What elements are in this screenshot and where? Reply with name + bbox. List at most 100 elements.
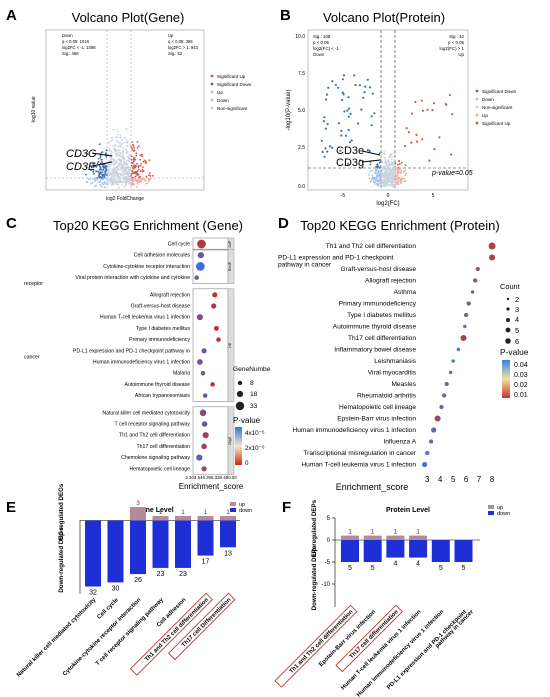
volcano-a-point	[121, 139, 123, 141]
panel-c-colorbar-label-0: 4x10⁻⁶	[245, 430, 265, 437]
volcano-b-point	[341, 91, 344, 94]
volcano-a-point	[140, 180, 143, 183]
volcano-a-point	[132, 180, 135, 183]
panel-d-xtick: 4	[438, 475, 443, 484]
volcano-b-point	[381, 152, 384, 154]
volcano-a-point	[110, 172, 113, 175]
volcano-a-point	[101, 161, 103, 164]
panel-a-legend: Significant Up Significant Down Up Down …	[210, 74, 252, 111]
volcano-b-point	[342, 93, 345, 96]
volcano-b-point	[354, 83, 357, 87]
volcano-b-point	[346, 109, 349, 112]
panel-a-arrow-2	[91, 161, 113, 167]
volcano-b-point	[397, 163, 399, 166]
volcano-a-point	[117, 180, 119, 183]
panel-d-dot	[473, 278, 478, 283]
legend-a-label-0: Significant Up	[217, 74, 246, 79]
volcano-b-point	[388, 162, 390, 165]
volcano-b-point	[322, 120, 325, 123]
panel-f-ytick: -5	[325, 560, 331, 566]
volcano-a-point	[115, 155, 118, 158]
panel-c-dot	[200, 370, 206, 376]
volcano-a-point	[111, 169, 113, 171]
panel-c-term-label: Hematopoietic cell lineage	[129, 466, 190, 472]
volcano-b-point	[340, 134, 343, 137]
panel-e-bar-down	[107, 520, 124, 583]
volcano-a-point	[123, 170, 126, 173]
volcano-b-point	[360, 108, 363, 111]
volcano-b-point	[400, 161, 403, 164]
volcano-a-point	[117, 151, 120, 154]
panel-b-annot-cd3g: CD3g	[336, 157, 364, 169]
volcano-a-point	[132, 160, 135, 163]
volcano-a-point	[93, 178, 96, 181]
volcano-a-point	[124, 167, 127, 170]
volcano-a-point	[111, 157, 114, 160]
panel-e-bar-up	[220, 516, 236, 521]
panel-f-up-label: 1	[371, 529, 375, 536]
panel-f-up-label: 1	[348, 529, 352, 536]
volcano-b-point	[379, 182, 382, 184]
volcano-b-point	[451, 113, 454, 116]
volcano-a-point	[106, 177, 109, 180]
volcano-b-point	[421, 109, 424, 112]
panel-f-bar-up	[386, 535, 405, 540]
volcano-a-point	[124, 176, 127, 179]
volcano-b-point	[397, 177, 399, 179]
volcano-a-point	[104, 167, 107, 169]
volcano-a-point	[135, 170, 137, 173]
volcano-a-point	[142, 160, 145, 163]
panel-e-category-label: Cell cycle	[96, 597, 120, 621]
volcano-a-point	[129, 182, 132, 185]
panel-d-size-legend-dot-1	[506, 307, 510, 311]
panel-c-dot	[197, 252, 204, 259]
volcano-a-point	[99, 184, 102, 186]
panel-e-letter: E	[6, 499, 16, 516]
panel-c-term-label-cont: receptor	[24, 281, 43, 287]
volcano-a-point	[99, 156, 102, 159]
volcano-a-point	[120, 162, 122, 165]
panel-b-pline-label: p-value=0.05	[431, 170, 473, 177]
volcano-a-point	[97, 181, 100, 184]
volcano-a-point	[135, 154, 138, 157]
volcano-a-point	[135, 152, 138, 155]
volcano-b-point	[400, 182, 403, 185]
panel-d-dot	[466, 301, 471, 306]
panel-c-dots	[194, 239, 221, 472]
volcano-b-point	[327, 86, 330, 89]
volcano-a-point	[129, 158, 131, 161]
volcano-a-point	[131, 166, 134, 169]
volcano-b-point	[370, 115, 373, 118]
volcano-a-point	[122, 151, 125, 153]
panel-e-bar-down	[130, 520, 146, 575]
panel-e-down-label: 17	[202, 559, 210, 566]
panel-d-size-legend-label-3: 5	[515, 326, 519, 335]
volcano-b-point	[377, 170, 380, 173]
panel-f-down-label: 5	[439, 565, 443, 572]
panel-d-dot	[444, 381, 449, 387]
volcano-b-point	[375, 177, 378, 180]
volcano-a-point	[136, 146, 139, 149]
legend-a-label-1: Significant Down	[217, 82, 252, 87]
panel-c-color-legend-title: P-value	[233, 416, 261, 425]
panel-d-term-label: Measles	[391, 381, 416, 388]
volcano-a-point	[93, 162, 96, 165]
volcano-b-point	[389, 181, 392, 184]
volcano-b-point	[366, 78, 369, 81]
panel-c-term-label: Human T-cell leukemia virus 1 infection	[100, 315, 190, 321]
panel-d-term-label: Rheumatoid arthritis	[357, 393, 417, 400]
panel-d-xtick: 5	[451, 475, 456, 484]
volcano-b-point	[378, 152, 381, 155]
volcano-a-point	[107, 160, 110, 163]
legend-a-swatch-1	[210, 82, 214, 86]
panel-b-yticks: 10.0 7.5 5.0 2.5 0.0	[295, 34, 305, 190]
legend-b-label-4: Significant Up	[482, 121, 511, 126]
volcano-a-point	[125, 160, 128, 163]
volcano-a-point	[118, 175, 121, 178]
volcano-a-point	[90, 166, 93, 169]
panel-d-term-label: Human T-cell leukemia virus 1 infection	[301, 462, 416, 469]
volcano-b-point	[384, 158, 387, 161]
volcano-b-point	[374, 181, 377, 184]
